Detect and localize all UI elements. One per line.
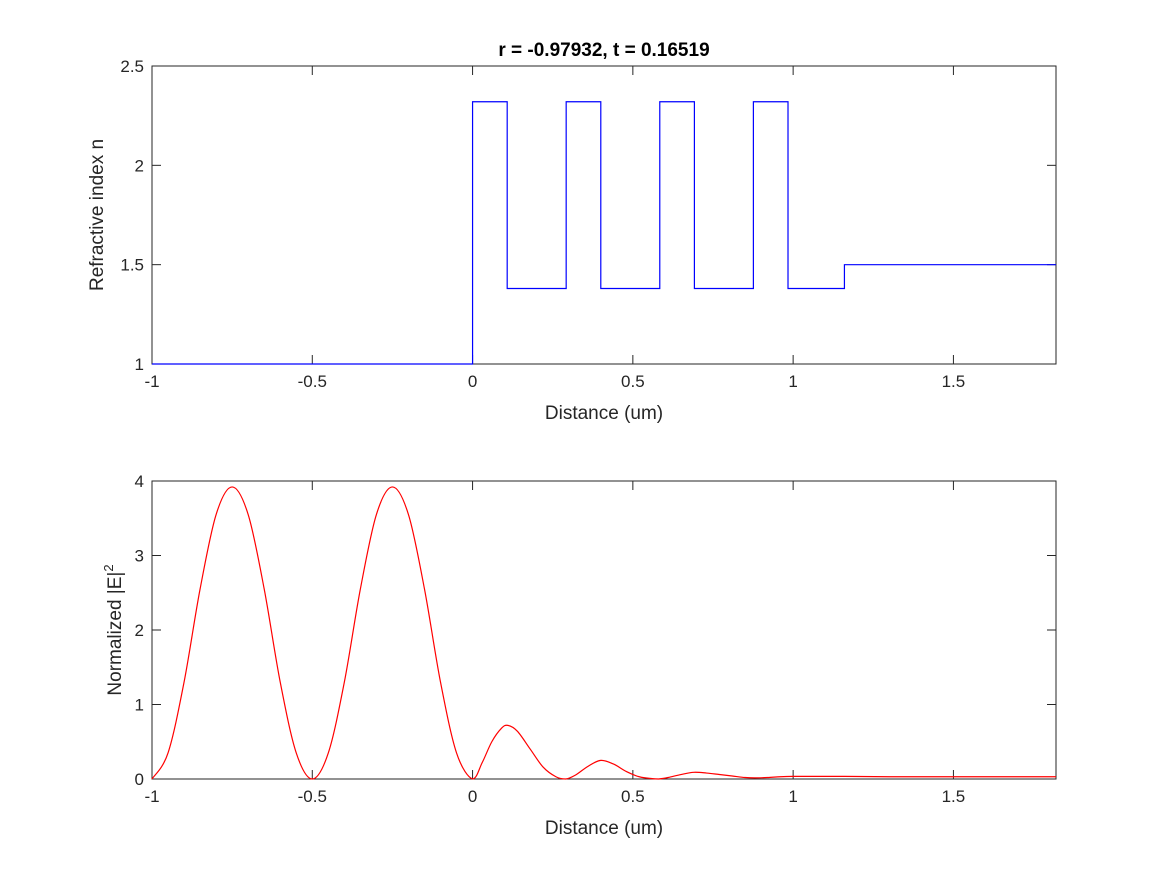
y-tick-label: 4 xyxy=(135,472,144,491)
x-tick-label: -0.5 xyxy=(298,372,327,391)
field-intensity-line xyxy=(151,486,1056,780)
y-tick-label: 2 xyxy=(135,621,144,640)
x-axis-label: Distance (um) xyxy=(545,403,663,424)
axes-box xyxy=(151,480,1057,780)
y-tick-labels: 1 1.5 2 2.5 xyxy=(120,57,144,374)
y-axis-label-text: Normalized |E| xyxy=(105,572,126,696)
y-tick-label: 1 xyxy=(135,355,144,374)
axes-box xyxy=(151,65,1057,365)
y-tick-label: 0 xyxy=(135,770,144,789)
field-intensity-axes: -1 -0.5 0 0.5 1 1.5 0 1 2 3 4 Distance (um) Norma… xyxy=(101,472,1057,839)
x-tick-labels: -1 -0.5 0 0.5 1 1.5 xyxy=(144,372,965,391)
y-tick-label: 1.5 xyxy=(120,256,144,275)
tick-marks xyxy=(151,480,1056,780)
chart-title: r = -0.97932, t = 0.16519 xyxy=(498,40,709,61)
refractive-index-axes: -1 -0.5 0 0.5 1 1.5 1 1.5 2 2.5 r = -0.97932, t … xyxy=(87,40,1057,424)
y-tick-label: 1 xyxy=(135,696,144,715)
x-tick-label: -1 xyxy=(144,787,159,806)
y-tick-labels: 0 1 2 3 4 xyxy=(135,472,144,789)
refractive-index-line xyxy=(152,101,1056,365)
x-tick-label: 0.5 xyxy=(621,787,645,806)
y-tick-label: 2 xyxy=(135,156,144,175)
x-tick-label: 1 xyxy=(788,787,797,806)
x-axis-label: Distance (um) xyxy=(545,818,663,839)
y-tick-label: 2.5 xyxy=(120,57,144,76)
x-tick-label: 1 xyxy=(788,372,797,391)
x-tick-label: 1.5 xyxy=(942,787,966,806)
x-tick-label: -0.5 xyxy=(298,787,327,806)
x-tick-label: 1.5 xyxy=(942,372,966,391)
x-tick-labels: -1 -0.5 0 0.5 1 1.5 xyxy=(144,787,965,806)
x-tick-label: 0.5 xyxy=(621,372,645,391)
x-tick-label: 0 xyxy=(468,372,477,391)
x-tick-label: -1 xyxy=(144,372,159,391)
y-tick-label: 3 xyxy=(135,547,144,566)
y-axis-label: Refractive index n xyxy=(87,139,108,291)
y-axis-label: Normalized |E|2 xyxy=(101,564,126,695)
y-axis-label-superscript: 2 xyxy=(101,564,116,571)
x-tick-label: 0 xyxy=(468,787,477,806)
